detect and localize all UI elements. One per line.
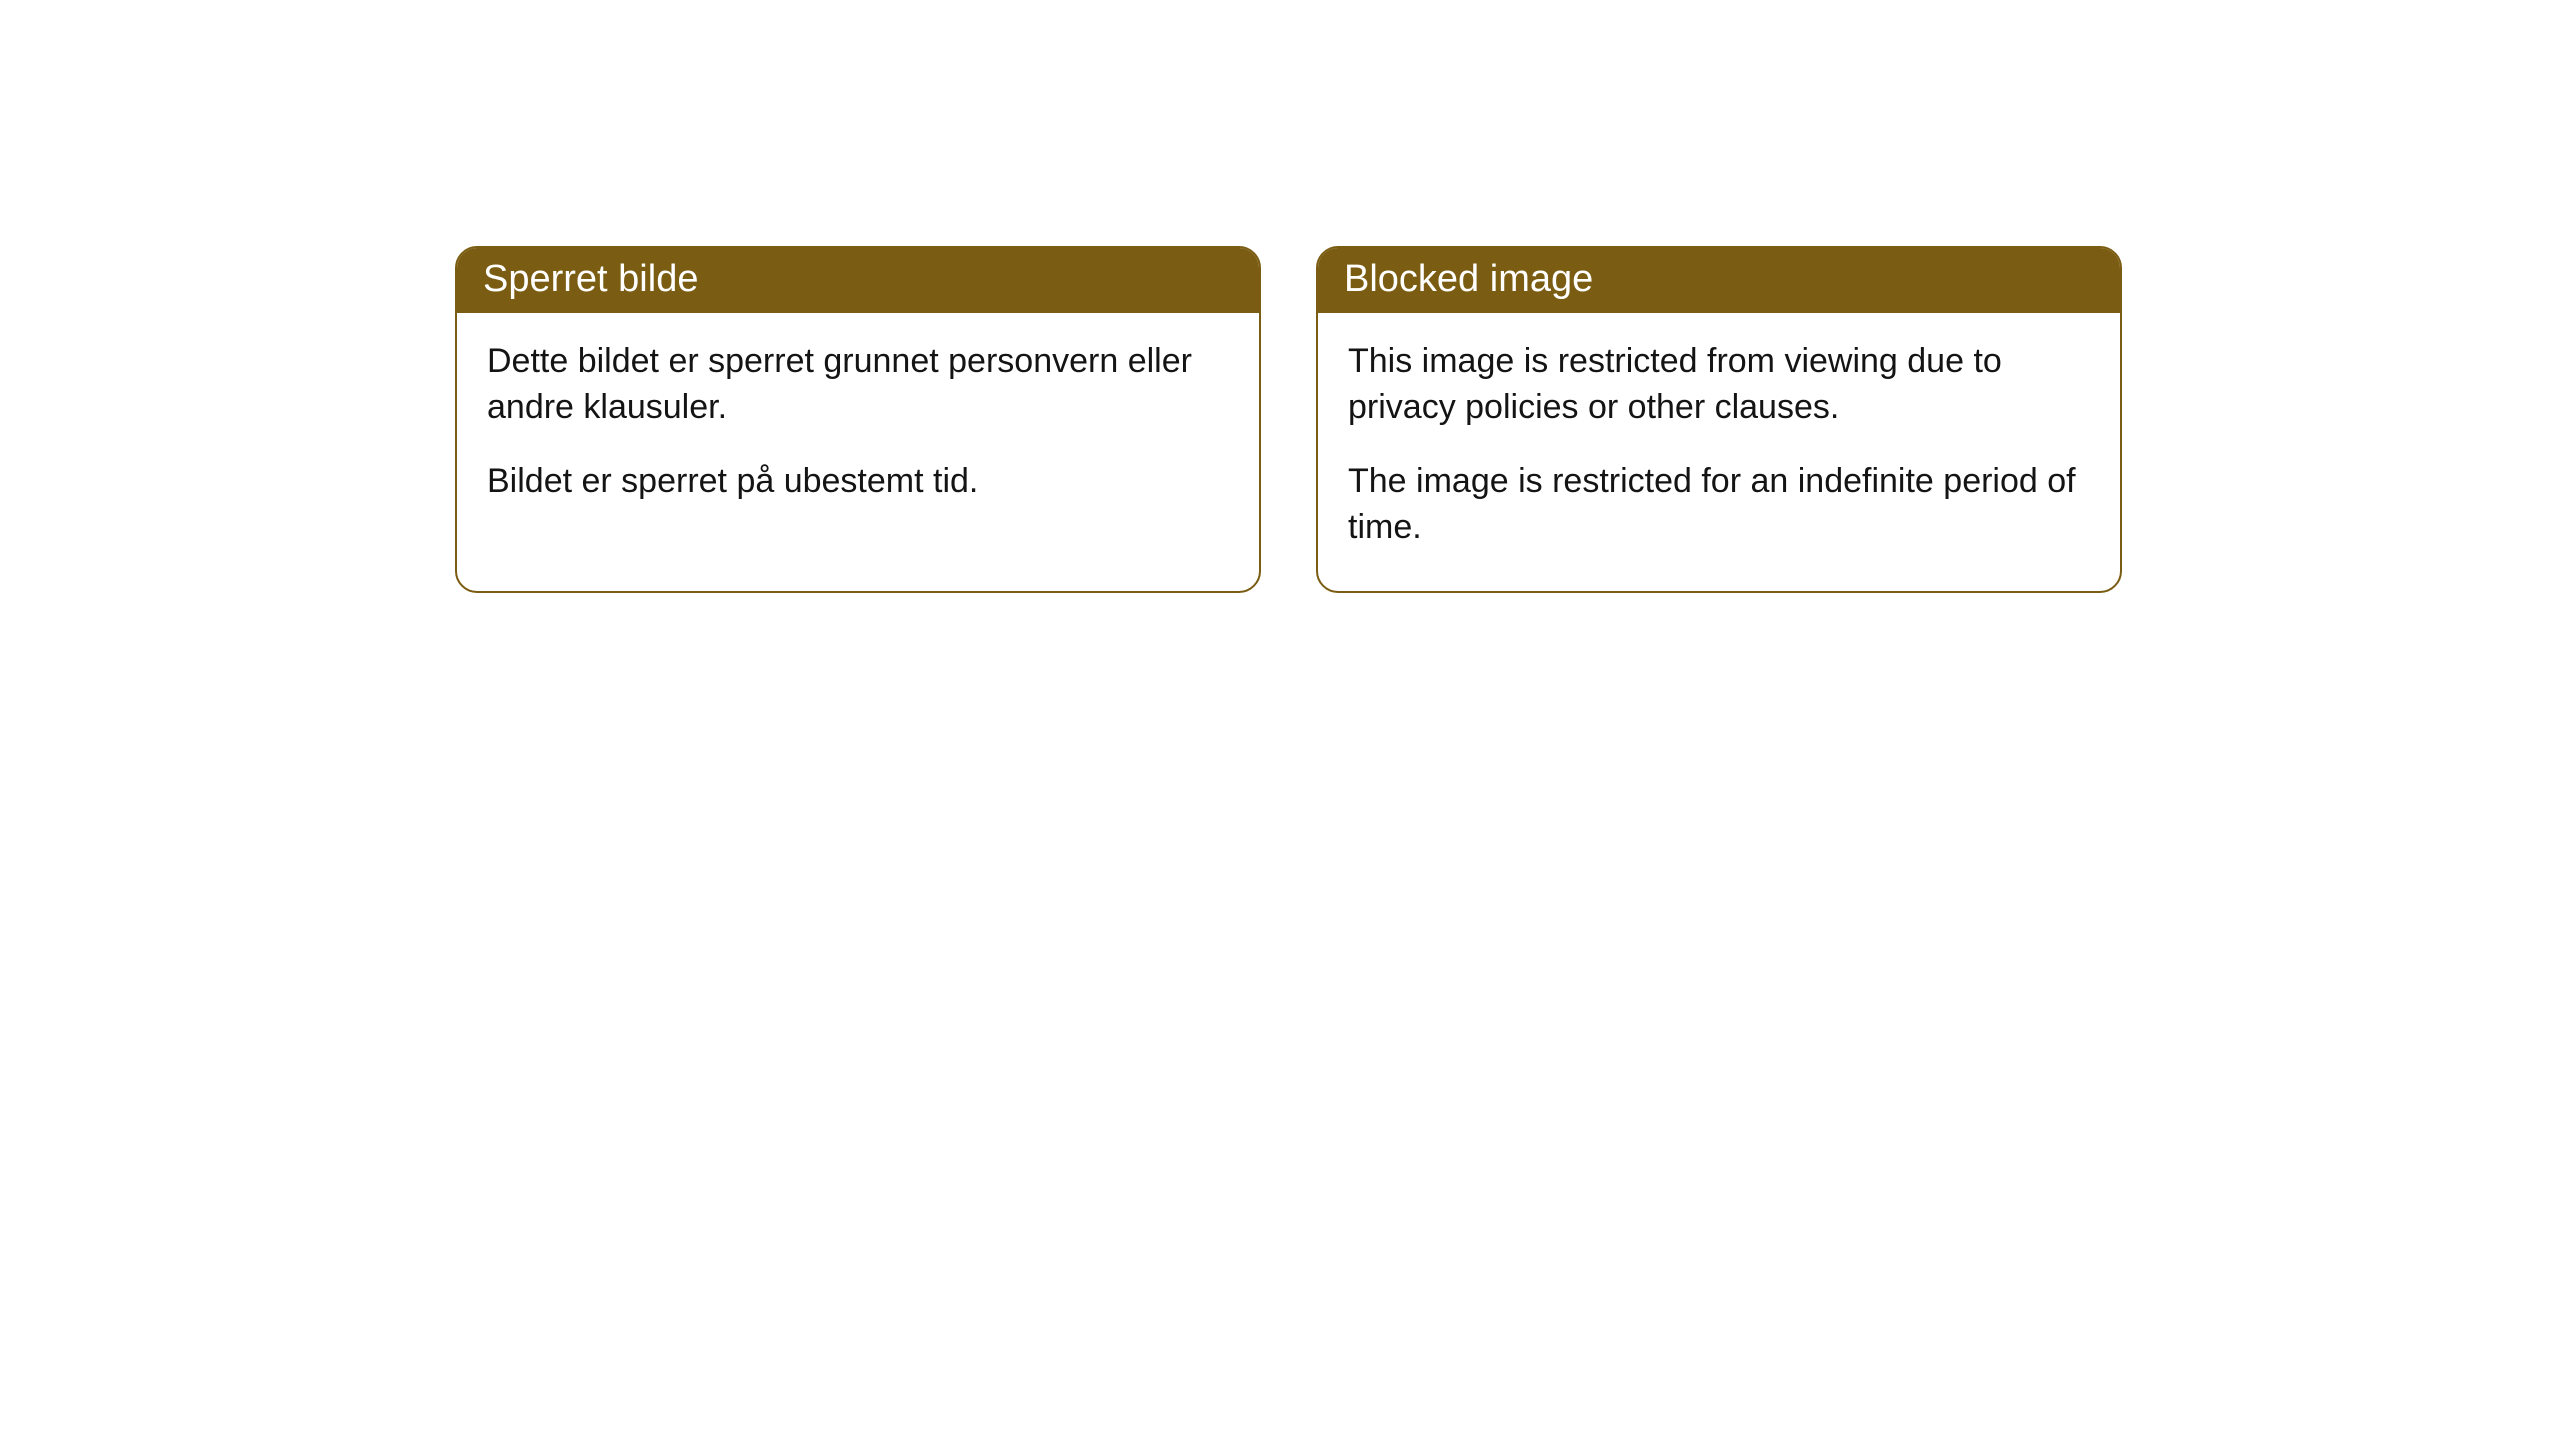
notice-text-duration-no: Bildet er sperret på ubestemt tid.	[487, 459, 1229, 505]
card-body-no: Dette bildet er sperret grunnet personve…	[457, 313, 1259, 545]
card-header-en: Blocked image	[1318, 248, 2120, 313]
blocked-image-notice-no: Sperret bilde Dette bildet er sperret gr…	[455, 246, 1261, 593]
notice-cards-container: Sperret bilde Dette bildet er sperret gr…	[455, 246, 2122, 593]
card-body-en: This image is restricted from viewing du…	[1318, 313, 2120, 591]
blocked-image-notice-en: Blocked image This image is restricted f…	[1316, 246, 2122, 593]
notice-text-reason-en: This image is restricted from viewing du…	[1348, 339, 2090, 431]
notice-text-duration-en: The image is restricted for an indefinit…	[1348, 459, 2090, 551]
card-header-no: Sperret bilde	[457, 248, 1259, 313]
notice-text-reason-no: Dette bildet er sperret grunnet personve…	[487, 339, 1229, 431]
